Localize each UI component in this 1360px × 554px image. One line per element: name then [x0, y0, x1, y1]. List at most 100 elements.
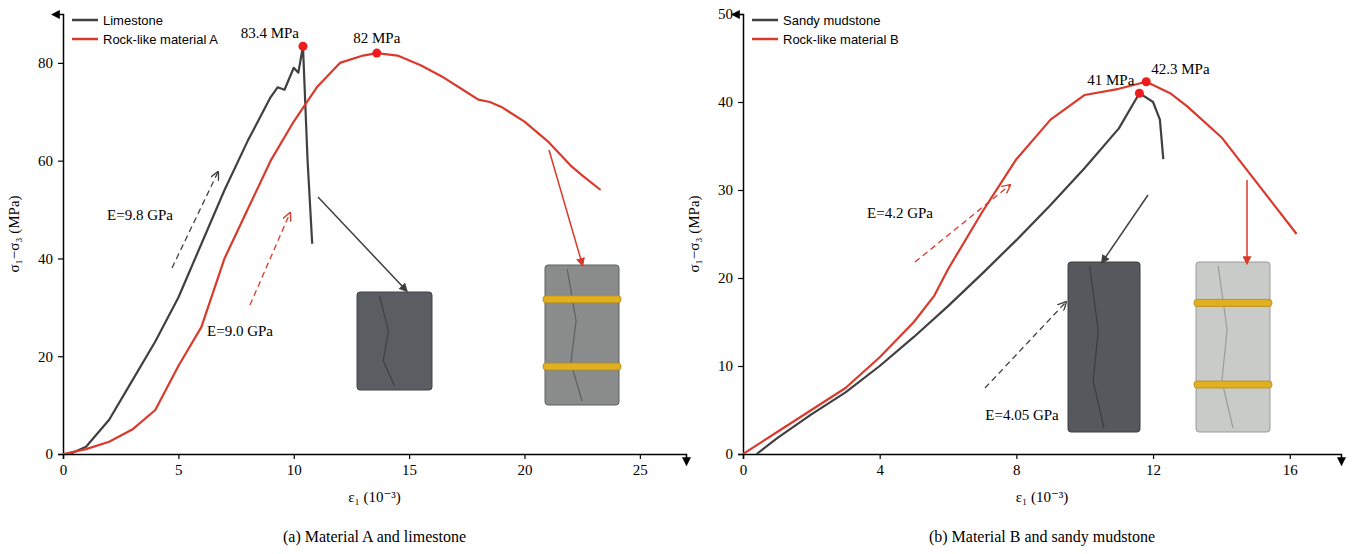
y-tick-label: 0 — [726, 446, 734, 462]
specimen-band — [543, 296, 621, 303]
x-tick-label: 15 — [402, 462, 417, 478]
peak-point — [372, 49, 381, 58]
specimen-band — [1194, 299, 1272, 306]
x-tick-label: 0 — [740, 462, 748, 478]
legend-label: Rock-like material A — [103, 32, 218, 47]
y-tick: 20 — [38, 349, 63, 365]
x-axis-line — [744, 455, 1342, 460]
x-tick-label: 8 — [1013, 462, 1021, 478]
legend-swatch — [752, 38, 778, 41]
x-tick-mark — [178, 454, 179, 459]
x-tick: 16 — [1283, 454, 1299, 478]
y-axis: 0 20 40 60 80 — [38, 15, 64, 463]
annotation-arrow — [915, 185, 1010, 262]
series-line — [743, 82, 1297, 454]
x-axis: 0 5 10 15 20 25 — [60, 454, 687, 478]
specimen-crack — [1090, 266, 1104, 428]
specimen — [543, 265, 621, 405]
x-axis-line — [64, 455, 687, 460]
x-tick: 5 — [175, 454, 183, 478]
specimen-crack — [567, 269, 582, 401]
y-tick-label: 40 — [38, 251, 53, 267]
specimen-body — [545, 265, 619, 405]
legend: Sandy mudstone Rock-like material B — [752, 13, 899, 47]
peak-point — [1142, 77, 1151, 86]
panel: 048121601020304050ε₁ (10⁻³)σ₁−σ₃ (MPa)(b… — [686, 6, 1342, 546]
x-tick-mark — [880, 454, 881, 459]
y-tick-label: 60 — [38, 153, 53, 169]
y-tick-label: 20 — [718, 270, 733, 286]
y-tick-mark — [738, 278, 743, 279]
y-tick-mark — [738, 454, 743, 455]
y-tick-label: 40 — [718, 94, 733, 110]
annotation: E=9.0 GPa — [207, 323, 273, 339]
x-tick-label: 10 — [287, 462, 302, 478]
y-tick-mark — [738, 102, 743, 103]
y-axis: 01020304050 — [718, 6, 744, 462]
y-axis-title: σ₁−σ₃ (MPa) — [686, 195, 703, 272]
x-tick: 15 — [402, 454, 417, 478]
plot-area — [63, 42, 601, 454]
specimen-crack — [1218, 266, 1233, 428]
specimen-arrow — [549, 150, 581, 260]
x-axis-title: ε₁ (10⁻³) — [1016, 489, 1069, 506]
y-tick: 50 — [718, 6, 743, 22]
x-tick: 8 — [1013, 454, 1021, 478]
annotation-arrow — [250, 213, 290, 305]
y-tick: 30 — [718, 182, 743, 198]
y-tick-mark — [58, 454, 63, 455]
y-tick-mark — [738, 190, 743, 191]
peak-point — [1135, 89, 1144, 98]
specimen-arrow — [1246, 180, 1248, 258]
y-tick: 80 — [38, 55, 63, 71]
y-tick-label: 50 — [718, 6, 733, 22]
legend: LimestoneRock-like material A — [72, 13, 218, 47]
peak-point — [298, 42, 307, 51]
legend-swatch — [72, 19, 98, 22]
specimen — [1068, 262, 1140, 432]
x-tick-label: 0 — [60, 462, 68, 478]
legend-swatch — [752, 19, 778, 22]
x-tick-label: 5 — [175, 462, 183, 478]
y-tick-label: 30 — [718, 182, 733, 198]
annotation: E=9.8 GPa — [107, 207, 173, 223]
series-line — [757, 93, 1164, 454]
x-tick-mark — [409, 454, 410, 459]
x-tick-label: 12 — [1146, 462, 1161, 478]
y-tick: 40 — [38, 251, 63, 267]
y-tick: 40 — [718, 94, 743, 110]
x-tick: 0 — [60, 454, 68, 478]
peak-label: 41 MPa — [1087, 72, 1134, 88]
specimen-crack — [380, 296, 395, 386]
chart-root: 0510152025020406080ε₁ (10⁻³)σ₁−σ₃ (MPa)(… — [0, 0, 1360, 554]
panel: 0 5 10 15 20 25 0 20 40 60 80 ε₁ (10⁻³) σ₁−σ₃ (MPa) (… — [6, 13, 687, 547]
specimen-body — [1068, 262, 1140, 432]
specimen-body — [357, 292, 432, 390]
annotation: E=4.2 GPa — [867, 205, 933, 221]
legend-label: Rock-like material B — [783, 32, 899, 47]
y-axis-line — [58, 15, 64, 455]
x-axis-title: ε₁ (10⁻³) — [348, 489, 401, 506]
y-tick-label: 0 — [46, 446, 54, 462]
legend-label: Sandy mudstone — [783, 13, 881, 28]
x-tick: 4 — [876, 454, 884, 478]
x-axis: 0 4 8 12 16 — [740, 454, 1342, 478]
x-tick-mark — [1016, 454, 1017, 459]
y-tick-mark — [58, 258, 63, 259]
x-tick-label: 20 — [517, 462, 532, 478]
y-axis-title: σ₁−σ₃ (MPa) — [6, 195, 23, 272]
specimen-band — [1194, 381, 1272, 388]
series-line — [70, 46, 312, 454]
x-tick-label: 16 — [1283, 462, 1299, 478]
specimen-arrow — [1105, 195, 1148, 258]
x-tick-mark — [640, 454, 641, 459]
x-tick-label: 25 — [633, 462, 648, 478]
y-tick-label: 80 — [38, 55, 53, 71]
y-axis-line — [738, 15, 744, 455]
specimen-arrow — [318, 197, 403, 287]
series-line — [63, 53, 601, 454]
legend-swatch — [72, 38, 98, 41]
panel-title: (a) Material A and limestone — [283, 528, 466, 546]
y-tick: 20 — [718, 270, 743, 286]
x-tick-label: 4 — [876, 462, 884, 478]
